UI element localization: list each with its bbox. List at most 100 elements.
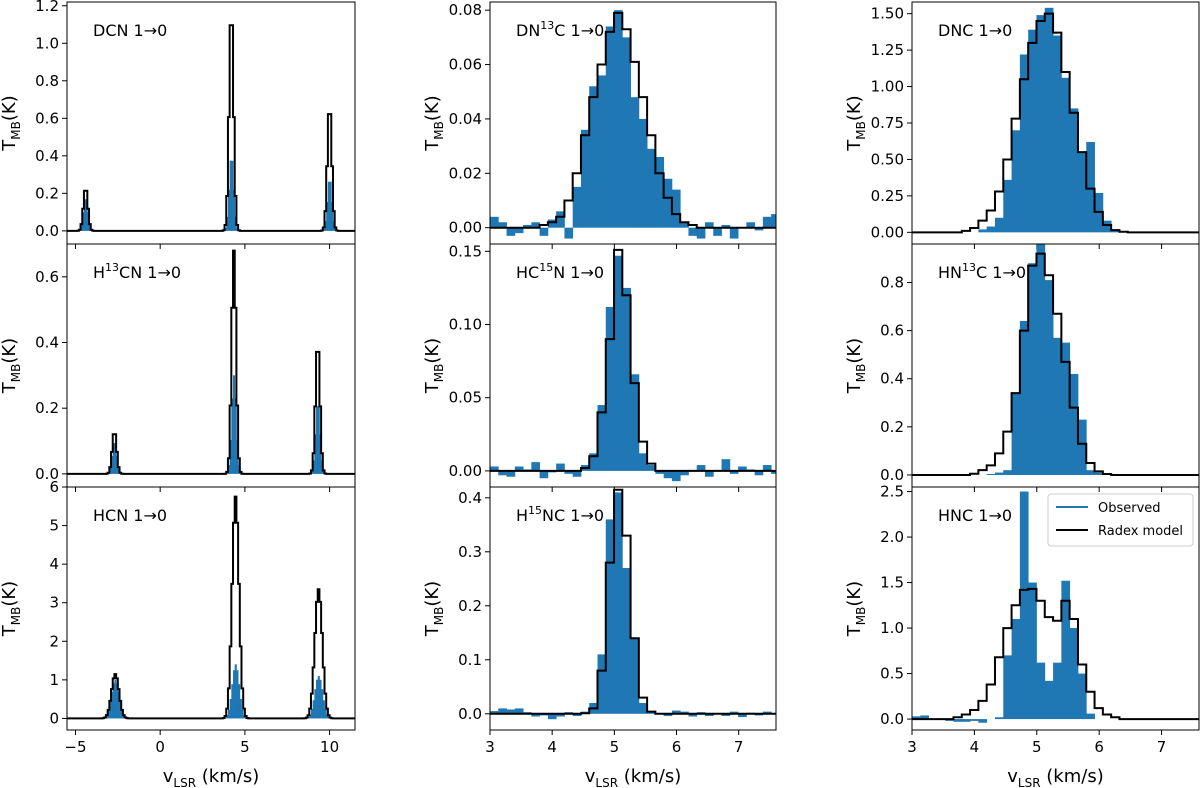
plot-area bbox=[490, 488, 776, 720]
observed-bar bbox=[111, 691, 114, 719]
observed-bar bbox=[1061, 580, 1071, 720]
y-tick-label: 0.50 bbox=[871, 150, 904, 168]
y-tick-label: 1.00 bbox=[871, 78, 904, 96]
panel-frame bbox=[66, 486, 356, 731]
y-tick-label: 0.05 bbox=[449, 389, 482, 407]
y-tick-label: 0.1 bbox=[458, 651, 482, 669]
observed-bar bbox=[322, 700, 325, 719]
y-tick-label: 2 bbox=[49, 632, 59, 650]
observed-bar bbox=[614, 10, 623, 228]
observed-bar bbox=[771, 470, 776, 474]
observed-bar bbox=[310, 708, 314, 719]
y-tick-label: 0.25 bbox=[871, 187, 904, 205]
observed-bar bbox=[1086, 713, 1095, 720]
x-axis-title: vLSR (km/s) bbox=[585, 766, 681, 788]
observed-bar bbox=[1053, 35, 1062, 233]
y-axis-title: TMB(K) bbox=[0, 338, 23, 394]
panel-label: DN13C 1→0 bbox=[516, 19, 604, 40]
panel-frame bbox=[489, 486, 777, 731]
observed-bar bbox=[614, 492, 623, 714]
observed-bar bbox=[490, 216, 499, 228]
panel-label: HCN 1→0 bbox=[93, 506, 167, 525]
observed-bar bbox=[597, 405, 607, 471]
observed-bar bbox=[514, 227, 524, 234]
observed-bar bbox=[226, 472, 229, 474]
observed-bar bbox=[704, 713, 714, 716]
y-tick-label: 1.50 bbox=[871, 5, 904, 23]
observed-bar bbox=[312, 700, 315, 719]
observed-bar bbox=[1077, 152, 1087, 233]
observed-bar bbox=[688, 227, 698, 236]
y-tick-label: 0.08 bbox=[449, 1, 482, 19]
observed-bar bbox=[312, 460, 315, 474]
observed-bar bbox=[622, 37, 631, 228]
observed-bar bbox=[713, 227, 722, 236]
observed-bar bbox=[647, 711, 656, 714]
observed-bar bbox=[1077, 673, 1087, 720]
observed-bar bbox=[1069, 108, 1079, 233]
observed-bar bbox=[704, 470, 714, 477]
y-axis-title: TMB(K) bbox=[422, 95, 446, 151]
y-tick-label: 0.10 bbox=[449, 316, 482, 334]
observed-bar bbox=[638, 118, 648, 228]
model-line bbox=[67, 495, 355, 720]
observed-bar bbox=[514, 708, 524, 714]
observed-bar bbox=[630, 638, 640, 714]
y-tick-label: 0.15 bbox=[449, 242, 482, 260]
panel: 0.00 0.05 0.10 0.15 HC15N 1→0 TMB(K) bbox=[422, 242, 777, 492]
observed-bar bbox=[233, 670, 236, 719]
y-tick-label: 0.0 bbox=[35, 465, 59, 483]
observed-bar bbox=[314, 434, 317, 474]
observed-bar bbox=[738, 466, 747, 471]
observed-bar bbox=[234, 664, 237, 719]
plot-area bbox=[490, 10, 776, 239]
observed-bar bbox=[580, 129, 590, 228]
y-axis-title: TMB(K) bbox=[844, 581, 868, 637]
observed-bar bbox=[531, 713, 541, 717]
observed-bar bbox=[112, 683, 115, 719]
observed-bar bbox=[117, 691, 120, 719]
y-tick-label: 1 bbox=[49, 671, 59, 689]
observed-bar bbox=[1036, 15, 1046, 233]
panel-label: H13CN 1→0 bbox=[93, 261, 181, 282]
y-tick-label: 0.5 bbox=[880, 665, 904, 683]
observed-bar bbox=[986, 474, 996, 475]
observed-bar bbox=[655, 470, 665, 474]
observed-bar bbox=[1036, 662, 1046, 720]
observed-bar bbox=[322, 229, 325, 231]
x-axis-title: vLSR (km/s) bbox=[1007, 766, 1103, 788]
observed-bar bbox=[539, 470, 549, 479]
observed-bar bbox=[1061, 77, 1071, 233]
observed-bar bbox=[231, 398, 234, 474]
panel: 0.0 0.2 0.4 0.6 0.8 HN13C 1→0 TMB(K) bbox=[844, 243, 1200, 492]
observed-bar bbox=[234, 398, 237, 474]
legend-observed-label: Observed bbox=[1098, 501, 1161, 516]
plot-area bbox=[912, 244, 1199, 476]
panel-label: DCN 1→0 bbox=[93, 21, 167, 40]
observed-bar bbox=[1019, 54, 1029, 233]
panel-frame bbox=[911, 486, 1200, 731]
observed-bar bbox=[224, 228, 227, 231]
panel: 0 1 2 3 4 5 6 −5 0 5 10 HCN 1→0 TMB(K) vLSR (km/s) bbox=[0, 478, 356, 788]
observed-bar bbox=[762, 711, 772, 714]
observed-bar bbox=[721, 713, 731, 716]
plot-area bbox=[67, 249, 355, 475]
observed-bar bbox=[605, 519, 615, 714]
panel: 0.0 0.2 0.4 0.6 0.8 1.0 1.2 DCN 1→0 TMB(K) bbox=[0, 0, 356, 249]
y-tick-label: 5 bbox=[49, 517, 59, 535]
x-tick-label: 4 bbox=[547, 738, 557, 756]
observed-bar bbox=[107, 709, 110, 719]
model-line bbox=[67, 249, 355, 475]
panel-label: DNC 1→0 bbox=[938, 21, 1012, 40]
observed-bar bbox=[953, 719, 963, 722]
observed-bar bbox=[227, 189, 231, 231]
observed-bar bbox=[227, 464, 231, 474]
panel-label: HC15N 1→0 bbox=[516, 261, 604, 282]
panel-label: HN13C 1→0 bbox=[938, 261, 1026, 282]
panel: 0.00 0.25 0.50 0.75 1.00 1.25 1.50 DNC 1→0 TMB(K… bbox=[844, 1, 1200, 249]
panel: 0.00 0.02 0.04 0.06 0.08 DN13C 1→0 TMB(K) bbox=[422, 1, 777, 249]
observed-bar bbox=[319, 679, 322, 719]
y-tick-label: 0.8 bbox=[880, 273, 904, 291]
observed-bar bbox=[116, 683, 119, 719]
